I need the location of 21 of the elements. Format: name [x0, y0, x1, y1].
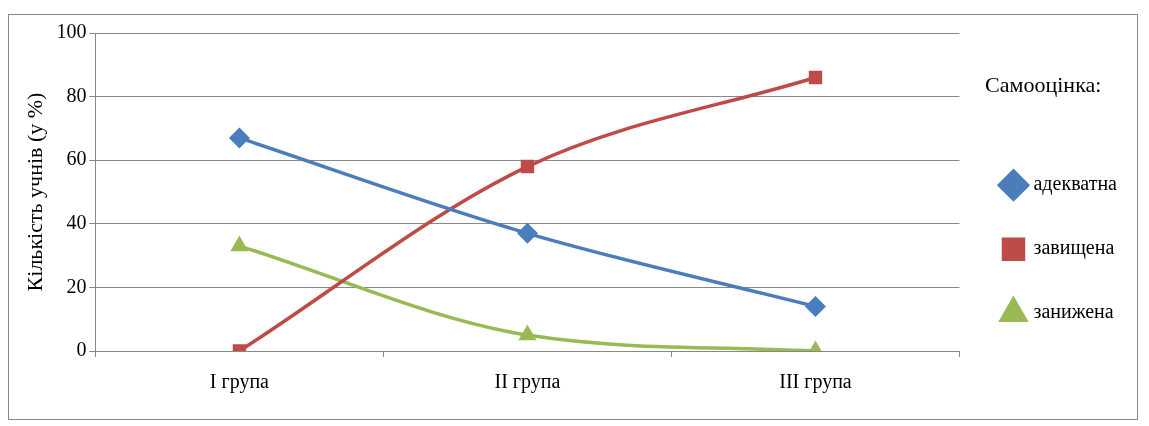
x-tick-label: I група	[209, 370, 270, 394]
y-tick-label: 100	[56, 20, 87, 43]
point	[229, 128, 250, 148]
y-tick-label: 0	[76, 338, 87, 361]
point	[519, 326, 536, 341]
point	[808, 70, 823, 85]
point	[231, 237, 248, 252]
y-axis-title: Кількість учнів (у %)	[21, 92, 47, 292]
y-tick-label: 20	[66, 274, 87, 297]
point	[805, 296, 826, 317]
legend-title: Самооцінка:	[985, 71, 1102, 97]
x-tick-label: II група	[494, 370, 561, 394]
point	[520, 159, 535, 174]
point	[517, 223, 538, 244]
legend-label: занижена	[1033, 300, 1114, 323]
y-tick-label: 60	[66, 147, 87, 170]
y-tick-label: 80	[66, 83, 87, 106]
x-tick-label: III група	[779, 370, 852, 394]
legend-label: адекватна	[1033, 172, 1118, 196]
y-tick-label: 40	[66, 211, 87, 234]
legend-label: завищена	[1033, 236, 1115, 260]
